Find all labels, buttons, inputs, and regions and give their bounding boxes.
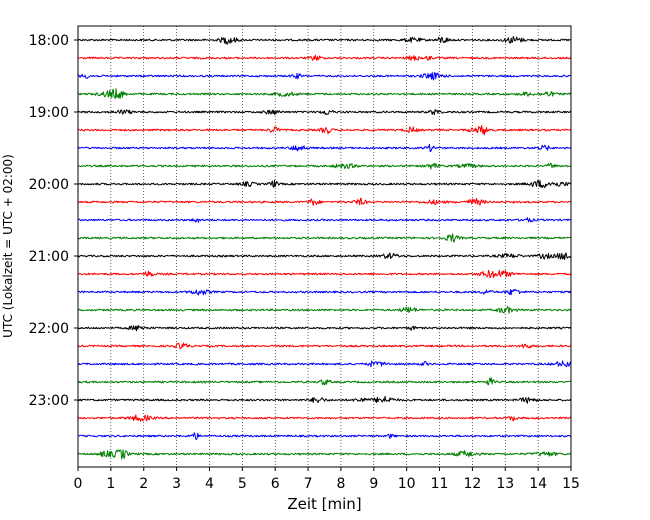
seismogram-trace	[77, 197, 572, 206]
seismogram-trace	[77, 88, 572, 100]
x-axis-ticks: 0 1 2 3 4 5 6 7 8 9 10 11 12 13 14 15	[74, 467, 580, 492]
seismogram-trace	[77, 162, 572, 170]
x-axis-label: Zeit [min]	[287, 495, 361, 513]
seismogram-trace	[77, 377, 572, 386]
seismogram-trace	[77, 449, 572, 460]
seismogram-trace	[77, 360, 572, 368]
seismogram-trace	[77, 109, 572, 116]
seismogram-trace	[77, 269, 572, 279]
seismogram-trace	[77, 233, 572, 243]
seismogram-trace	[78, 217, 572, 223]
x-tick-label: 4	[205, 476, 214, 492]
x-tick-label: 6	[271, 476, 280, 492]
x-tick-label: 2	[139, 476, 148, 492]
x-tick-label: 11	[431, 476, 449, 492]
y-tick-label: 22:00	[29, 321, 69, 337]
y-tick-label: 23:00	[29, 393, 69, 409]
x-tick-label: 15	[562, 476, 580, 492]
seismogram-trace	[77, 305, 572, 314]
seismogram-trace	[77, 325, 572, 332]
y-axis-ticks: 18:00 19:00 20:00 21:00 22:00 23:00	[29, 33, 78, 409]
seismogram-trace	[77, 342, 572, 350]
plot-frame	[77, 25, 572, 468]
y-tick-label: 21:00	[29, 249, 69, 265]
seismogram-trace	[77, 414, 572, 422]
y-tick-label: 20:00	[29, 177, 69, 193]
seismogram-trace	[77, 35, 572, 45]
seismogram-trace	[77, 395, 572, 404]
x-tick-label: 12	[463, 476, 481, 492]
y-tick-label: 18:00	[29, 33, 69, 49]
x-tick-label: 5	[238, 476, 247, 492]
seismogram-trace	[77, 125, 572, 136]
x-tick-label: 14	[529, 476, 547, 492]
seismogram-trace	[77, 54, 572, 61]
x-tick-label: 8	[336, 476, 345, 492]
seismogram-trace	[77, 179, 572, 189]
x-tick-label: 13	[496, 476, 514, 492]
seismogram-traces	[77, 35, 572, 460]
x-tick-label: 0	[74, 476, 83, 492]
x-tick-label: 1	[106, 476, 115, 492]
x-tick-label: 9	[369, 476, 378, 492]
y-axis-label: UTC (Lokalzeit = UTC + 02:00)	[1, 154, 15, 338]
x-tick-label: 3	[172, 476, 181, 492]
x-tick-label: 10	[398, 476, 416, 492]
x-tick-label: 7	[304, 476, 313, 492]
seismogram-trace	[77, 72, 572, 81]
seismogram-trace	[77, 143, 572, 152]
seismogram-trace	[77, 288, 572, 296]
y-tick-label: 19:00	[29, 105, 69, 121]
seismogram-trace	[77, 252, 572, 260]
seismogram-trace	[77, 432, 572, 440]
